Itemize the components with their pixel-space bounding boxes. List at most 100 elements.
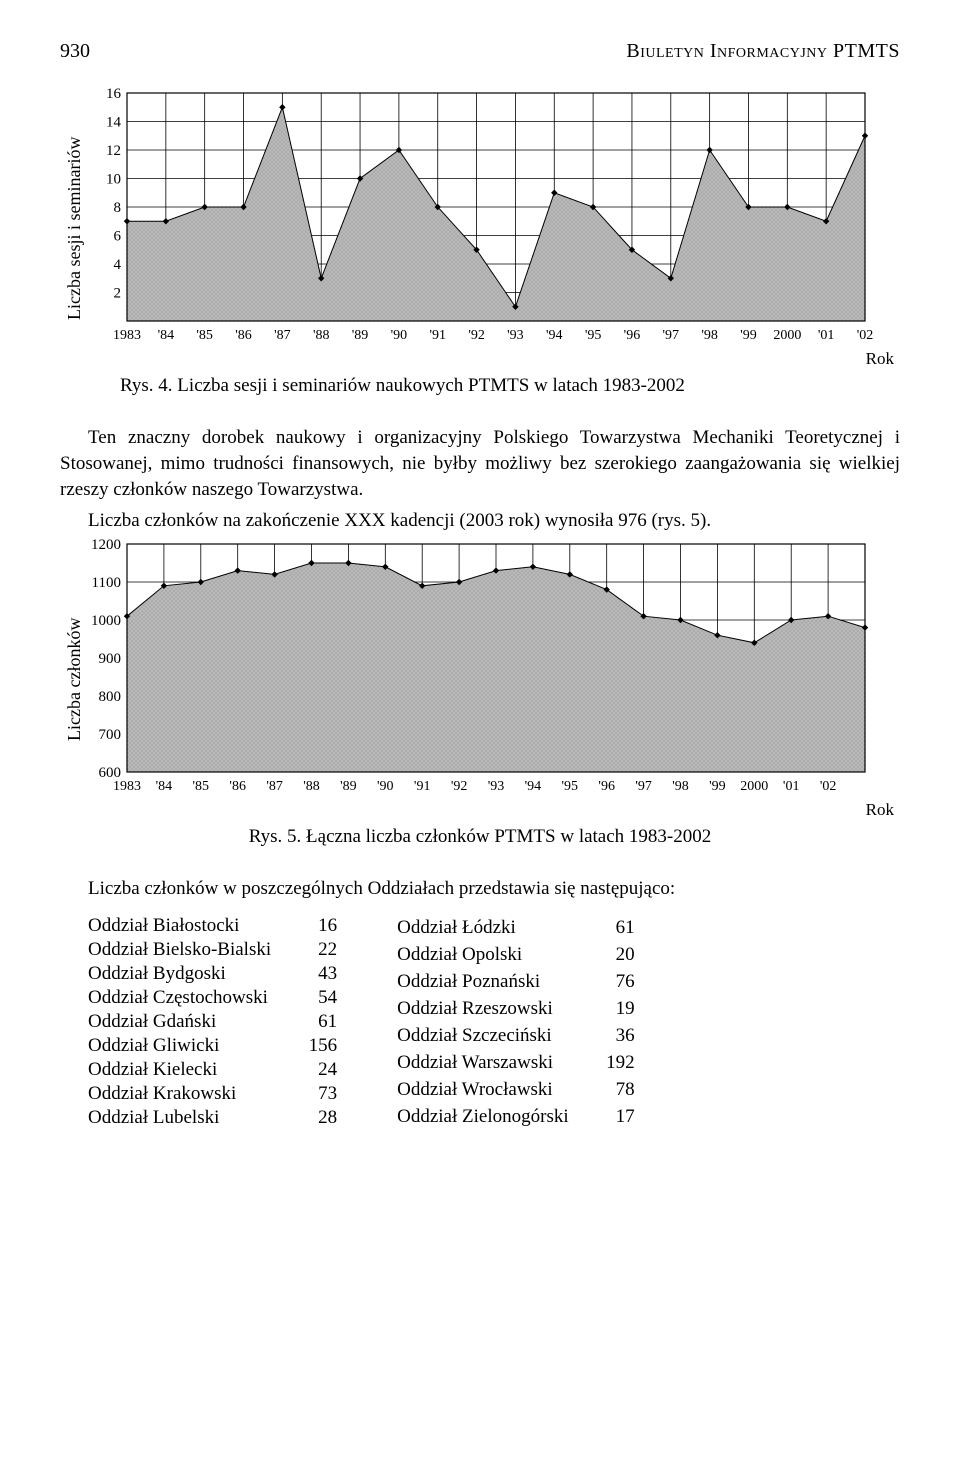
oddzialy-table-left: Oddział Białostocki16Oddział Bielsko-Bia… xyxy=(88,914,337,1130)
chart-1-row: Liczba sesji i seminariów 24681012141619… xyxy=(60,87,900,369)
svg-text:'93: '93 xyxy=(507,328,524,343)
svg-text:1200: 1200 xyxy=(91,538,121,553)
svg-text:'89: '89 xyxy=(352,328,369,343)
svg-text:'97: '97 xyxy=(663,328,680,343)
oddzial-value: 22 xyxy=(299,938,337,962)
oddzial-name: Oddział Warszawski xyxy=(397,1049,597,1076)
oddzial-name: Oddział Kielecki xyxy=(88,1058,299,1082)
svg-text:1000: 1000 xyxy=(91,613,121,629)
chart-1-caption: Rys. 4. Liczba sesji i seminariów naukow… xyxy=(120,375,900,397)
oddzial-name: Oddział Gliwicki xyxy=(88,1034,299,1058)
table-row: Oddział Łódzki61 xyxy=(397,914,635,941)
chart-1-xlabel: Rok xyxy=(85,349,900,369)
chart-2-row: Liczba członków 600700800900100011001200… xyxy=(60,538,900,820)
svg-text:'91: '91 xyxy=(414,779,431,794)
svg-text:800: 800 xyxy=(99,689,122,705)
oddzial-value: 73 xyxy=(299,1082,337,1106)
svg-text:'90: '90 xyxy=(391,328,408,343)
svg-text:14: 14 xyxy=(106,115,122,131)
table-row: Oddział Białostocki16 xyxy=(88,914,337,938)
table-row: Oddział Rzeszowski19 xyxy=(397,995,635,1022)
table-row: Oddział Bydgoski43 xyxy=(88,962,337,986)
oddzial-name: Oddział Krakowski xyxy=(88,1082,299,1106)
svg-text:'92: '92 xyxy=(451,779,468,794)
svg-text:'89: '89 xyxy=(340,779,357,794)
svg-text:'93: '93 xyxy=(488,779,505,794)
table-row: Oddział Gliwicki156 xyxy=(88,1034,337,1058)
oddzial-name: Oddział Opolski xyxy=(397,941,597,968)
chart-2-ylabel: Liczba członków xyxy=(60,538,85,820)
svg-text:2: 2 xyxy=(114,286,122,302)
svg-text:1983: 1983 xyxy=(113,779,141,794)
svg-text:'85: '85 xyxy=(196,328,213,343)
svg-text:'94: '94 xyxy=(546,328,563,343)
svg-text:'95: '95 xyxy=(585,328,602,343)
oddzial-name: Oddział Poznański xyxy=(397,968,597,995)
svg-text:'86: '86 xyxy=(229,779,246,794)
svg-text:'88: '88 xyxy=(313,328,330,343)
oddzialy-tables: Oddział Białostocki16Oddział Bielsko-Bia… xyxy=(88,914,900,1130)
svg-text:900: 900 xyxy=(99,651,122,667)
oddzialy-table-right: Oddział Łódzki61Oddział Opolski20Oddział… xyxy=(397,914,635,1130)
oddzial-name: Oddział Bydgoski xyxy=(88,962,299,986)
svg-text:'96: '96 xyxy=(598,779,615,794)
svg-text:'87: '87 xyxy=(266,779,283,794)
svg-text:'99: '99 xyxy=(709,779,726,794)
page-title: Biuletyn Informacyjny PTMTS xyxy=(626,40,900,63)
oddzial-value: 24 xyxy=(299,1058,337,1082)
table-row: Oddział Gdański61 xyxy=(88,1010,337,1034)
chart-2-xlabel: Rok xyxy=(85,800,900,820)
oddzial-value: 61 xyxy=(597,914,635,941)
svg-text:'95: '95 xyxy=(562,779,579,794)
paragraph-1a: Ten znaczny dorobek naukowy i organizacy… xyxy=(60,425,900,504)
svg-text:1100: 1100 xyxy=(92,575,121,591)
paragraph-2: Liczba członków w poszczególnych Oddział… xyxy=(60,876,900,902)
oddzial-value: 36 xyxy=(597,1022,635,1049)
svg-text:'88: '88 xyxy=(303,779,320,794)
svg-text:'99: '99 xyxy=(740,328,757,343)
oddzial-value: 192 xyxy=(597,1049,635,1076)
svg-text:2000: 2000 xyxy=(740,779,768,794)
svg-text:'02: '02 xyxy=(820,779,837,794)
oddzial-name: Oddział Białostocki xyxy=(88,914,299,938)
oddzial-name: Oddział Szczeciński xyxy=(397,1022,597,1049)
svg-text:'01: '01 xyxy=(818,328,835,343)
oddzial-value: 78 xyxy=(597,1076,635,1103)
svg-text:16: 16 xyxy=(106,87,122,102)
table-row: Oddział Lubelski28 xyxy=(88,1106,337,1130)
svg-text:'91: '91 xyxy=(429,328,446,343)
table-row: Oddział Częstochowski54 xyxy=(88,986,337,1010)
table-row: Oddział Poznański76 xyxy=(397,968,635,995)
table-row: Oddział Kielecki24 xyxy=(88,1058,337,1082)
oddzial-name: Oddział Rzeszowski xyxy=(397,995,597,1022)
svg-text:2000: 2000 xyxy=(773,328,801,343)
svg-text:8: 8 xyxy=(114,200,122,216)
chart-2-caption: Rys. 5. Łączna liczba członków PTMTS w l… xyxy=(60,826,900,848)
oddzial-name: Oddział Zielonogórski xyxy=(397,1103,597,1130)
svg-text:'97: '97 xyxy=(635,779,652,794)
table-row: Oddział Szczeciński36 xyxy=(397,1022,635,1049)
oddzial-name: Oddział Gdański xyxy=(88,1010,299,1034)
svg-text:'86: '86 xyxy=(235,328,252,343)
svg-text:4: 4 xyxy=(114,257,122,273)
svg-text:'92: '92 xyxy=(468,328,485,343)
svg-text:'87: '87 xyxy=(274,328,291,343)
page-number: 930 xyxy=(60,40,90,63)
svg-text:'90: '90 xyxy=(377,779,394,794)
svg-text:'01: '01 xyxy=(783,779,800,794)
oddzial-name: Oddział Łódzki xyxy=(397,914,597,941)
chart-1-ylabel: Liczba sesji i seminariów xyxy=(60,87,85,369)
table-row: Oddział Opolski20 xyxy=(397,941,635,968)
svg-text:12: 12 xyxy=(106,143,121,159)
oddzial-value: 54 xyxy=(299,986,337,1010)
table-row: Oddział Krakowski73 xyxy=(88,1082,337,1106)
oddzial-name: Oddział Wrocławski xyxy=(397,1076,597,1103)
oddzial-value: 19 xyxy=(597,995,635,1022)
page-header: 930 Biuletyn Informacyjny PTMTS xyxy=(60,40,900,63)
oddzial-value: 156 xyxy=(299,1034,337,1058)
svg-text:'02: '02 xyxy=(857,328,874,343)
oddzial-name: Oddział Lubelski xyxy=(88,1106,299,1130)
svg-text:1983: 1983 xyxy=(113,328,141,343)
svg-text:'98: '98 xyxy=(701,328,718,343)
svg-text:'94: '94 xyxy=(525,779,542,794)
